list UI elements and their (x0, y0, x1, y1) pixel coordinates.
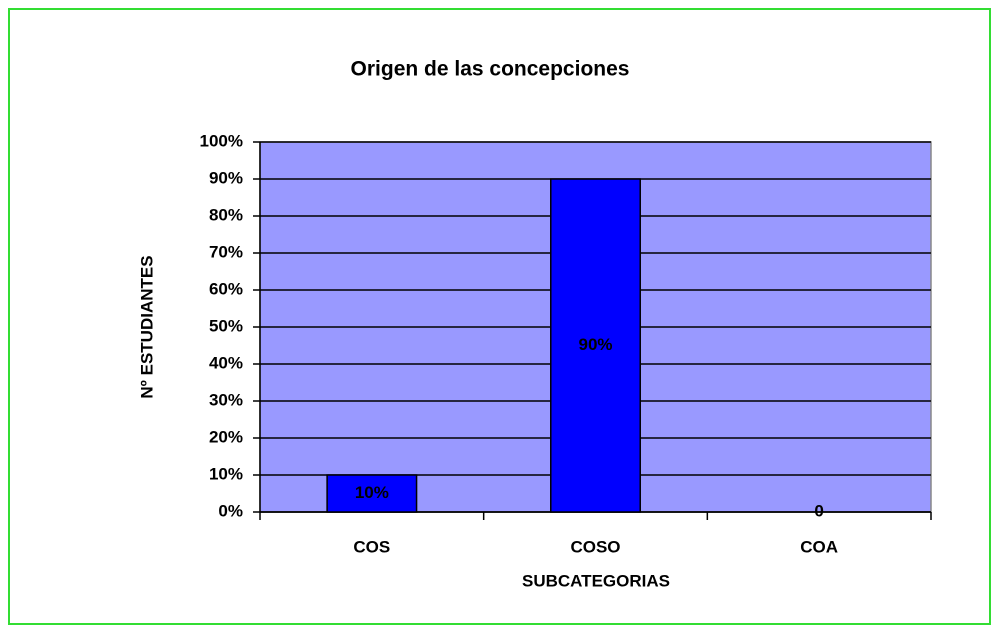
y-tick-label: 10% (209, 464, 243, 483)
y-tick-label: 0% (218, 501, 243, 520)
y-tick-label: 70% (209, 242, 243, 261)
y-tick-label: 60% (209, 279, 243, 298)
x-tick-label: COSO (570, 537, 620, 556)
data-label: 0 (814, 501, 823, 520)
y-tick-label: 100% (200, 131, 243, 150)
y-tick-label: 40% (209, 353, 243, 372)
x-tick-label: COS (353, 537, 390, 556)
y-tick-label: 90% (209, 168, 243, 187)
y-tick-label: 30% (209, 390, 243, 409)
y-axis-label: Nº ESTUDIANTES (137, 255, 156, 398)
data-label: 90% (578, 335, 612, 354)
y-tick-label: 80% (209, 205, 243, 224)
bar (326, 474, 418, 513)
x-axis-label: SUBCATEGORIAS (522, 571, 670, 590)
data-label: 10% (355, 483, 389, 502)
y-tick-label: 20% (209, 427, 243, 446)
y-tick-label: 50% (209, 316, 243, 335)
x-tick-label: COA (800, 537, 838, 556)
bar (550, 178, 641, 513)
chart-title: Origen de las concepciones (351, 58, 630, 81)
